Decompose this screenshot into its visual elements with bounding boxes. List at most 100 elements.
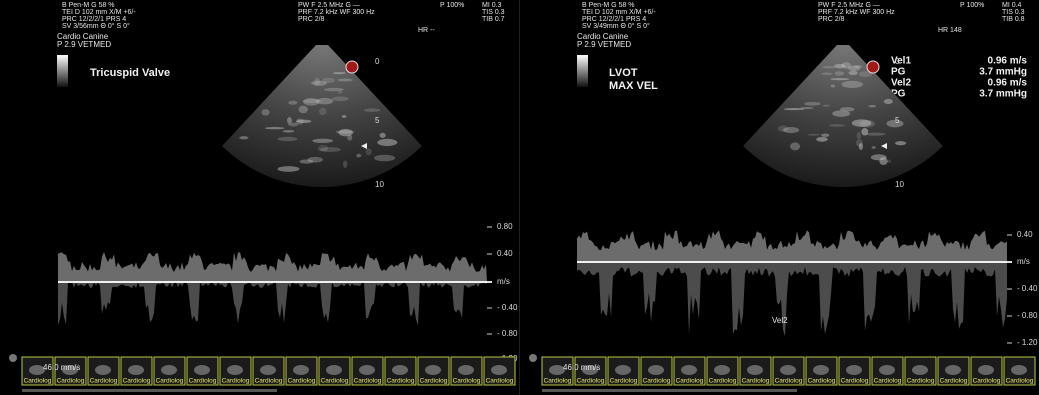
tissue-speckle [871, 146, 876, 149]
depth-tick-label: 0 [895, 57, 900, 66]
tissue-speckle [299, 159, 314, 164]
thumbnail-image [194, 365, 210, 375]
scrollbar[interactable] [542, 389, 797, 392]
thumbnail-label: Cardiolog [90, 378, 118, 385]
thumbnail-label: Cardiolog [189, 378, 217, 385]
trace-label: Vel2 [772, 316, 788, 325]
tissue-speckle [298, 105, 308, 114]
thumbnail-label: Cardiolog [288, 378, 316, 385]
tissue-speckle [848, 70, 858, 76]
tissue-speckle [287, 122, 299, 127]
tissue-speckle [337, 78, 353, 82]
tissue-speckle [821, 133, 830, 137]
depth-tick-label: 0 [375, 57, 380, 66]
tissue-speckle [854, 65, 863, 69]
tissue-speckle [883, 98, 893, 105]
tissue-speckle [377, 138, 398, 147]
thumbnail-label: Cardiolog [123, 378, 151, 385]
velocity-tick-label: m/s [1017, 257, 1030, 266]
velocity-tick-label: 0.40 [1017, 230, 1033, 239]
tissue-speckle [303, 98, 320, 106]
header-right-line: MI 0.3 [482, 2, 502, 9]
thumbnail-label: Cardiolog [610, 378, 638, 385]
tissue-speckle [821, 72, 833, 75]
header-center-line: PRC 2/8 [818, 16, 845, 23]
measurement-value: 3.7 mmHg [979, 67, 1027, 78]
velocity-tick-label: 0.40 [497, 249, 513, 258]
thumbnail-label: Cardiolog [354, 378, 382, 385]
velocity-tick-label: 0.80 [497, 222, 513, 231]
header-left-line: B Pen-M G 58 % [582, 2, 635, 9]
thumbnail-label: Cardiolog [907, 378, 935, 385]
header-left-line: TEI D 102 mm X/M +6/- [582, 9, 656, 16]
scroll-left-button[interactable] [529, 354, 537, 362]
scrollbar[interactable] [22, 389, 277, 392]
header-center-line: PRF 7.2 kHz WF 300 Hz [298, 9, 375, 16]
tissue-speckle [319, 107, 327, 116]
velocity-tick-label: - 1.20 [1017, 338, 1038, 347]
thumbnail-image [62, 365, 78, 375]
header-right-line: TIS 0.3 [482, 9, 505, 16]
thumbnail-label: Cardiolog [676, 378, 704, 385]
tissue-speckle [296, 119, 312, 124]
tissue-speckle [858, 143, 864, 151]
gray-scale-bar [577, 55, 588, 87]
thumbnail-label: Cardiolog [321, 378, 349, 385]
tissue-speckle [783, 108, 805, 111]
thumbnail-label: Cardiolog [255, 378, 283, 385]
header-left-line: SV 3/56mm Θ 0° S 0° [62, 22, 130, 30]
preset-line: P 2.9 VETMED [577, 40, 631, 49]
thumbnail-image [491, 365, 507, 375]
sweep-speed: 46.0 mm/s [563, 363, 600, 372]
tissue-speckle [302, 98, 322, 103]
tissue-speckle [307, 156, 323, 163]
header-left-line: PRC 12/2/2/1 PRS 4 [62, 16, 126, 23]
tissue-speckle [332, 72, 346, 75]
tissue-speckle [868, 104, 877, 108]
header-center-line: PW F 2.5 MHz G — [298, 2, 360, 9]
header-right-line: TIS 0.3 [1002, 9, 1025, 16]
header-left-line: SV 3/49mm Θ 0° S 0° [582, 22, 650, 30]
tissue-speckle [324, 87, 344, 92]
thumbnail[interactable] [285, 356, 318, 386]
header-right-line: P 100% [960, 2, 984, 9]
measurement-name: Vel1 [891, 56, 911, 67]
tissue-speckle [286, 117, 292, 124]
thumbnail-label: Cardiolog [577, 378, 605, 385]
thumbnail-label: Cardiolog [775, 378, 803, 385]
tissue-speckle [856, 131, 862, 140]
preset-line: Cardio Canine [577, 32, 629, 41]
header-right-line: P 100% [440, 2, 464, 9]
tissue-speckle [829, 124, 846, 127]
tissue-speckle [314, 77, 320, 86]
tissue-speckle [315, 97, 334, 105]
header-center-line: PRF 7.2 kHz WF 300 Hz [818, 9, 895, 16]
thumbnail-image [95, 365, 111, 375]
tissue-speckle [777, 125, 789, 132]
tissue-speckle [335, 130, 355, 134]
tissue-speckle [261, 109, 270, 116]
tissue-speckle [311, 80, 328, 86]
tissue-speckle [821, 65, 836, 69]
tissue-speckle [848, 65, 861, 71]
depth-tick-label: 10 [895, 180, 904, 189]
header-right-line: MI 0.4 [1002, 2, 1022, 9]
tissue-speckle [816, 136, 828, 142]
tissue-speckle [322, 77, 335, 84]
thumbnail-label: Cardiolog [486, 378, 514, 385]
thumbnail-label: Cardiolog [222, 378, 250, 385]
velocity-tick-label: - 0.40 [497, 303, 518, 312]
tissue-speckle [841, 62, 851, 69]
thumbnail-label: Cardiolog [940, 378, 968, 385]
tissue-speckle [296, 118, 304, 125]
heart-rate: HR -- [418, 27, 435, 34]
scroll-left-button[interactable] [9, 354, 17, 362]
tissue-speckle [804, 102, 821, 106]
thumbnail-image [582, 365, 598, 375]
gray-scale-bar [57, 55, 68, 87]
thumbnail-label: Cardiolog [24, 378, 52, 385]
tissue-speckle [319, 147, 341, 152]
view-label: LVOT [609, 67, 638, 79]
measurement-value: 0.96 m/s [988, 78, 1028, 89]
